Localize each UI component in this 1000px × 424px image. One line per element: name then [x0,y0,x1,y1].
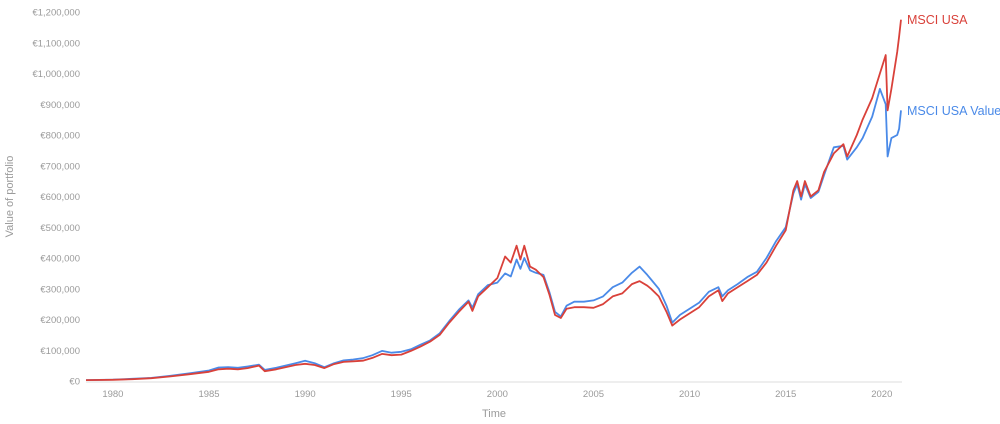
y-tick-label: €900,000 [40,100,80,111]
y-tick-label: €1,100,000 [32,38,80,49]
x-tick-label: 2005 [583,389,604,400]
y-tick-label: €300,000 [40,284,80,295]
y-tick-label: €700,000 [40,161,80,172]
series-line-msci-usa [85,19,902,381]
x-tick-label: 1995 [391,389,412,400]
x-tick-label: 1985 [198,389,219,400]
x-tick-label: 2015 [775,389,796,400]
y-tick-label: €1,000,000 [32,69,80,80]
x-axis: 1980 1985 1990 1995 2000 2005 2010 2015 2020 [102,389,892,400]
y-axis: €0 €100,000 €200,000 €300,000 €400,000 €500,0… [32,8,80,388]
y-tick-label: €100,000 [40,346,80,357]
y-tick-label: €200,000 [40,315,80,326]
y-tick-label: €800,000 [40,131,80,142]
x-tick-label: 2010 [679,389,700,400]
y-tick-label: €600,000 [40,192,80,203]
x-tick-label: 1990 [295,389,316,400]
y-tick-label: €400,000 [40,254,80,265]
y-tick-label: €1,200,000 [32,8,80,19]
series-line-msci-usa-value [85,88,902,381]
y-tick-label: €0 [69,377,80,388]
series-labels: MSCI USA MSCI USA Value [907,13,1000,118]
y-tick-label: €500,000 [40,223,80,234]
x-tick-label: 2000 [487,389,508,400]
series-label: MSCI USA Value [907,104,1000,118]
series-label: MSCI USA [907,13,968,27]
x-tick-label: 2020 [871,389,892,400]
y-axis-title: Value of portfolio [4,156,16,238]
x-tick-label: 1980 [102,389,123,400]
series-group [85,19,902,381]
x-axis-title: Time [482,408,506,420]
